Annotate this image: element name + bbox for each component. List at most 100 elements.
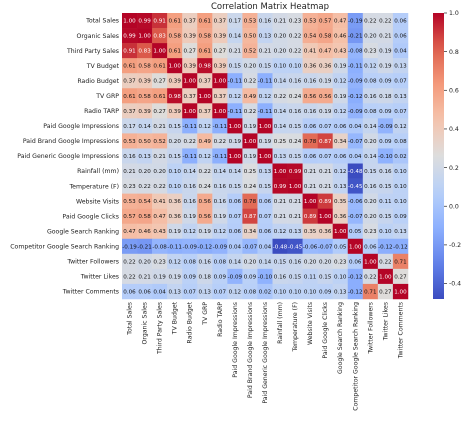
heatmap-cell bbox=[362, 88, 379, 104]
heatmap-cell bbox=[212, 88, 228, 104]
cell-value-label: 0.22 bbox=[244, 79, 256, 85]
cell-value-label: 0.06 bbox=[349, 259, 362, 265]
cell-value-label: -0.11 bbox=[258, 109, 273, 115]
cell-value-label: 0.13 bbox=[199, 289, 212, 295]
heatmap-cell bbox=[287, 223, 303, 240]
cell-value-label: 0.06 bbox=[123, 289, 136, 295]
cell-value-label: 0.06 bbox=[304, 154, 317, 160]
heatmap-cell bbox=[152, 28, 168, 44]
heatmap-cell bbox=[392, 118, 409, 134]
cell-value-label: 0.58 bbox=[138, 94, 151, 100]
heatmap-cell bbox=[317, 253, 333, 270]
heatmap-cell bbox=[362, 238, 379, 255]
cell-value-label: 0.36 bbox=[168, 214, 181, 220]
heatmap-cell bbox=[332, 148, 349, 164]
heatmap-cell bbox=[317, 133, 333, 149]
heatmap-cell bbox=[122, 118, 138, 134]
heatmap-cell bbox=[272, 268, 288, 285]
cell-value-label: 0.09 bbox=[394, 214, 407, 220]
heatmap-cell bbox=[122, 163, 138, 179]
cell-value-label: 0.04 bbox=[229, 244, 242, 250]
heatmap-cell bbox=[377, 223, 394, 240]
cell-value-label: 0.37 bbox=[183, 19, 196, 25]
heatmap-cell bbox=[197, 238, 213, 255]
heatmap-cell bbox=[362, 223, 379, 240]
heatmap-cell bbox=[197, 208, 213, 224]
cell-value-label: 0.61 bbox=[123, 64, 136, 70]
row-label: TV GRP bbox=[95, 93, 119, 100]
heatmap-cell bbox=[242, 103, 258, 119]
cell-value-label: 0.21 bbox=[289, 199, 302, 205]
cell-value-label: 1.00 bbox=[183, 79, 196, 85]
cell-value-label: 0.71 bbox=[394, 259, 407, 265]
heatmap-cell bbox=[242, 58, 258, 74]
heatmap-cell bbox=[362, 118, 379, 134]
heatmap-cell bbox=[362, 148, 379, 164]
row-label: Twitter Followers bbox=[66, 259, 119, 266]
cell-value-label: 0.06 bbox=[394, 34, 407, 40]
cell-value-label: -0.07 bbox=[348, 139, 363, 145]
heatmap-cell bbox=[167, 208, 183, 224]
heatmap-cell bbox=[167, 28, 183, 44]
cell-value-label: -0.09 bbox=[228, 274, 243, 280]
heatmap-cell bbox=[287, 148, 303, 164]
heatmap-cell bbox=[347, 58, 364, 74]
cell-value-label: 0.49 bbox=[199, 139, 212, 145]
heatmap-cell bbox=[197, 178, 213, 194]
cell-value-label: 0.06 bbox=[259, 199, 272, 205]
cell-value-label: 0.14 bbox=[364, 124, 377, 130]
heatmap-cell bbox=[257, 88, 273, 104]
cell-value-label: 0.09 bbox=[244, 274, 257, 280]
cell-value-label: 0.19 bbox=[379, 64, 392, 70]
heatmap-cell bbox=[332, 58, 349, 74]
cell-value-label: 0.14 bbox=[364, 154, 377, 160]
cell-value-label: 0.13 bbox=[289, 229, 302, 235]
cell-value-label: 0.10 bbox=[289, 289, 302, 295]
cell-value-label: 0.25 bbox=[274, 139, 287, 145]
heatmap-cell bbox=[122, 223, 138, 240]
column-label: Rainfall (mm) bbox=[277, 302, 284, 344]
cell-value-label: 0.15 bbox=[289, 154, 302, 160]
heatmap-cell bbox=[212, 58, 228, 74]
heatmap-cell bbox=[257, 268, 273, 285]
cell-value-label: 0.87 bbox=[244, 214, 257, 220]
cell-value-label: -0.06 bbox=[303, 244, 318, 250]
heatmap-cell bbox=[287, 73, 303, 89]
column-label: TV GRP bbox=[202, 302, 209, 326]
cell-value-label: 0.61 bbox=[199, 49, 212, 55]
cell-value-label: 0.22 bbox=[364, 19, 376, 25]
row-label: Paid Google Impressions bbox=[43, 123, 119, 130]
cell-value-label: 0.35 bbox=[334, 199, 347, 205]
cell-value-label: 0.18 bbox=[199, 274, 212, 280]
heatmap-cell bbox=[137, 208, 153, 224]
row-label: TV Budget bbox=[86, 63, 120, 70]
heatmap-cell bbox=[272, 43, 288, 59]
cell-value-label: 0.52 bbox=[244, 49, 256, 55]
cell-value-label: 1.00 bbox=[229, 154, 242, 160]
cell-value-label: -0.09 bbox=[348, 79, 363, 85]
heatmap-cell bbox=[227, 268, 243, 285]
heatmap-cell bbox=[287, 178, 303, 194]
heatmap-cell bbox=[332, 253, 349, 270]
row-label: Competitor Google Search Ranking bbox=[10, 243, 119, 250]
cell-value-label: 0.07 bbox=[229, 214, 242, 220]
cell-value-label: 0.13 bbox=[259, 169, 272, 175]
heatmap-cell bbox=[212, 73, 228, 89]
heatmap-cell bbox=[122, 88, 138, 104]
heatmap-cell bbox=[212, 208, 228, 224]
cell-value-label: 0.22 bbox=[289, 34, 301, 40]
heatmap-cell bbox=[332, 103, 349, 119]
cell-value-label: 0.19 bbox=[244, 124, 257, 130]
cell-value-label: 0.47 bbox=[334, 19, 347, 25]
cell-value-label: 0.21 bbox=[229, 49, 242, 55]
heatmap-cell bbox=[242, 223, 258, 240]
cell-value-label: 0.34 bbox=[334, 139, 347, 145]
heatmap-cell bbox=[197, 193, 213, 209]
heatmap-cell bbox=[392, 73, 409, 89]
row-label: Google Search Ranking bbox=[47, 228, 119, 235]
colorbar-tick-label: 0.4 bbox=[449, 126, 459, 133]
heatmap-cell bbox=[182, 193, 198, 209]
cell-value-label: 1.00 bbox=[259, 154, 272, 160]
heatmap-cell bbox=[242, 133, 258, 149]
column-labels: Total Sales Organic Sales Third Party Sale… bbox=[127, 301, 405, 410]
